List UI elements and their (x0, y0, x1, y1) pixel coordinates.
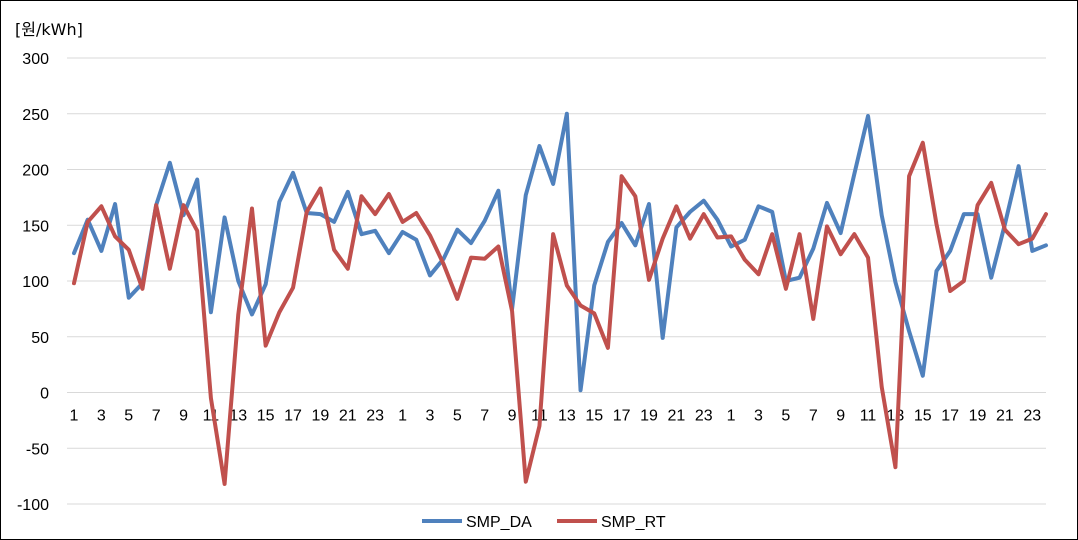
y-tick-label: 0 (40, 386, 49, 403)
y-tick-label: 50 (31, 330, 49, 347)
y-tick-label: -50 (26, 441, 49, 458)
x-tick-label: 15 (914, 408, 932, 425)
y-tick-label: 150 (22, 218, 49, 235)
x-tick-label: 5 (124, 408, 133, 425)
x-tick-label: 3 (754, 408, 763, 425)
series-lines (72, 111, 1048, 486)
x-tick-label: 15 (257, 408, 275, 425)
x-tick-label: 21 (667, 408, 685, 425)
x-tick-label: 13 (229, 408, 247, 425)
x-tick-label: 21 (996, 408, 1014, 425)
x-tick-label: 19 (312, 408, 330, 425)
legend-label: SMP_DA (466, 514, 532, 531)
y-axis-unit-label: [원/kWh] (15, 20, 83, 39)
series-line-smp-da (72, 111, 1048, 393)
x-tick-label: 3 (425, 408, 434, 425)
x-tick-label: 7 (480, 408, 489, 425)
x-tick-label: 7 (152, 408, 161, 425)
x-tick-label: 7 (809, 408, 818, 425)
x-tick-label: 17 (941, 408, 959, 425)
x-tick-label: 23 (695, 408, 713, 425)
y-tick-label: -100 (17, 497, 49, 514)
legend: SMP_DA SMP_RT (422, 514, 666, 531)
x-tick-label: 13 (558, 408, 576, 425)
x-tick-label: 19 (640, 408, 658, 425)
y-tick-label: 200 (22, 163, 49, 180)
x-tick-label: 17 (284, 408, 302, 425)
y-tick-label: 100 (22, 274, 49, 291)
series-line-smp-rt (72, 140, 1048, 486)
x-tick-label: 9 (508, 408, 517, 425)
x-tick-label: 9 (179, 408, 188, 425)
x-tick-label: 21 (339, 408, 357, 425)
x-tick-label: 5 (781, 408, 790, 425)
x-tick-label: 17 (613, 408, 631, 425)
x-tick-label: 1 (727, 408, 736, 425)
y-tick-label: 300 (22, 51, 49, 68)
x-tick-label: 9 (836, 408, 845, 425)
x-tick-label: 19 (969, 408, 987, 425)
x-tick-label: 3 (97, 408, 106, 425)
x-tick-label: 23 (1023, 408, 1041, 425)
x-tick-label: 5 (453, 408, 462, 425)
legend-label: SMP_RT (601, 514, 666, 531)
y-axis-ticks: 300 250 200 150 100 50 0 -50 -100 (17, 51, 49, 514)
x-tick-label: 11 (860, 408, 877, 425)
y-tick-label: 250 (22, 107, 49, 124)
x-tick-label: 1 (398, 408, 407, 425)
x-tick-label: 23 (366, 408, 384, 425)
x-tick-label: 1 (70, 408, 79, 425)
x-tick-label: 15 (585, 408, 603, 425)
